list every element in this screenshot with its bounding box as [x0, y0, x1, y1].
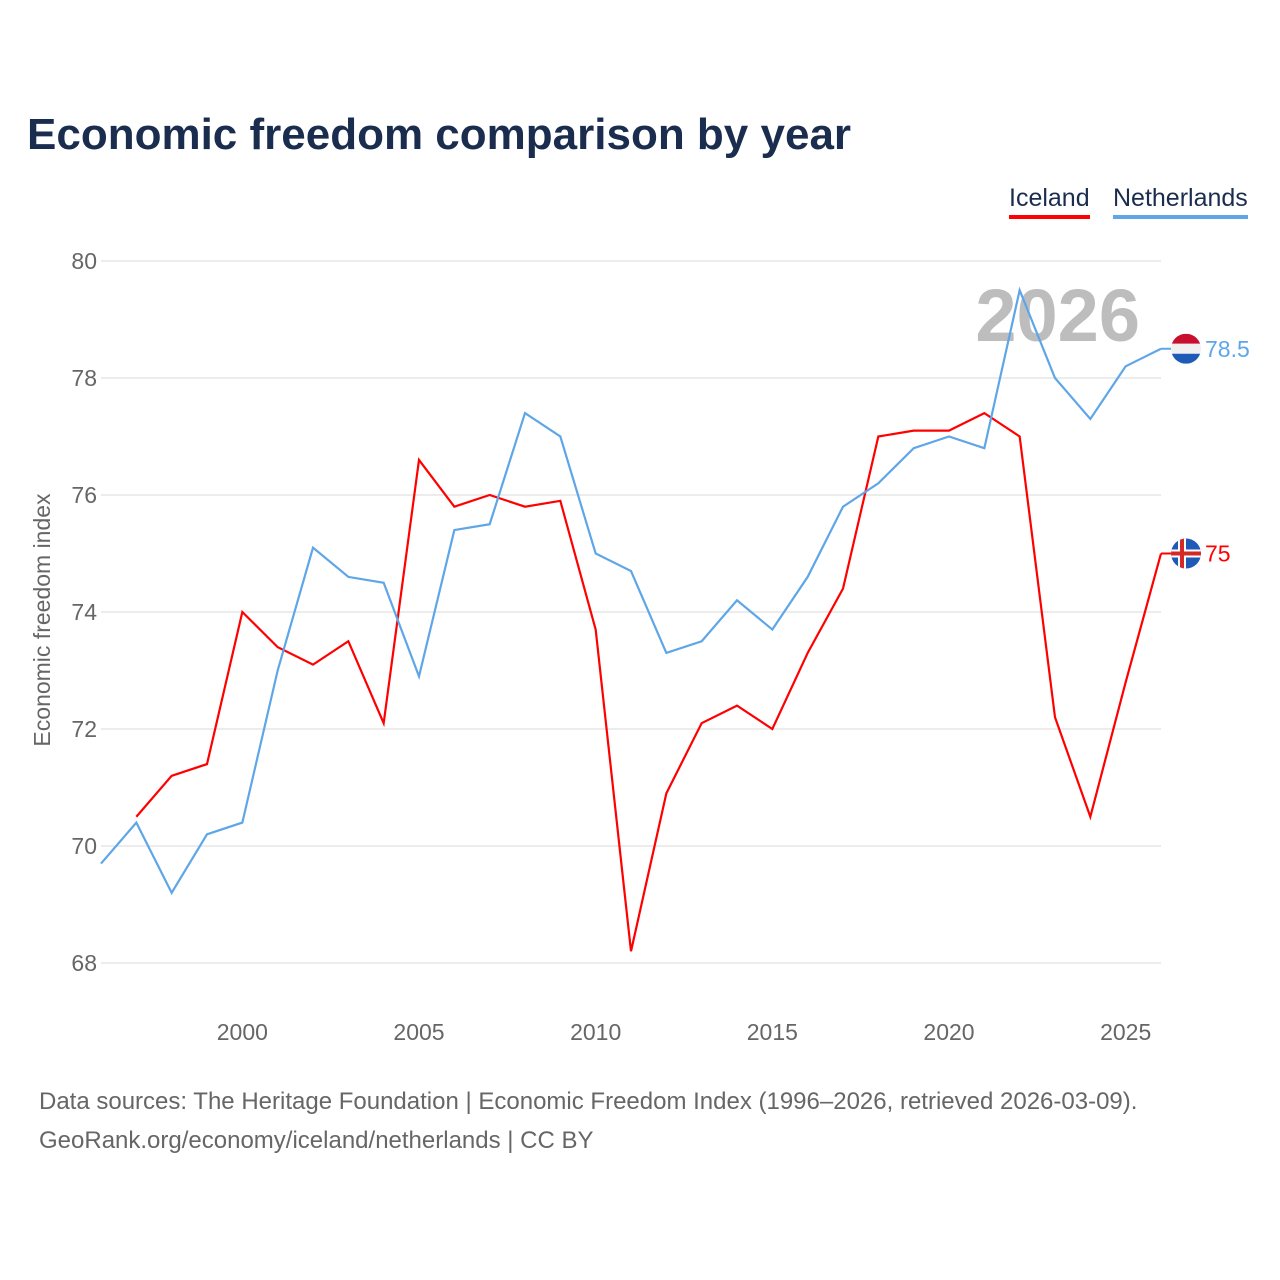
flag-iceland-icon	[1161, 538, 1201, 569]
x-tick-label: 2010	[570, 1019, 621, 1045]
year-watermark: 2026	[975, 274, 1140, 357]
flag-netherlands-icon	[1161, 333, 1201, 364]
end-label-netherlands: 78.5	[1205, 336, 1250, 362]
y-tick-label: 76	[71, 482, 97, 508]
legend-item-iceland[interactable]: Iceland	[1009, 184, 1090, 219]
y-tick-label: 74	[71, 599, 97, 625]
end-label-iceland: 75	[1205, 541, 1231, 567]
legend-item-netherlands[interactable]: Netherlands	[1113, 184, 1248, 219]
x-tick-label: 2015	[747, 1019, 798, 1045]
y-axis-label: Economic freedom index	[29, 493, 55, 747]
y-tick-label: 80	[71, 248, 97, 274]
x-tick-label: 2000	[217, 1019, 268, 1045]
source-note: Data sources: The Heritage Foundation | …	[39, 1088, 1138, 1115]
chart-title: Economic freedom comparison by year	[27, 110, 852, 159]
y-tick-label: 68	[71, 950, 97, 976]
y-tick-label: 78	[71, 365, 97, 391]
y-tick-label: 72	[71, 716, 97, 742]
y-tick-label: 70	[71, 833, 97, 859]
x-tick-label: 2005	[393, 1019, 444, 1045]
series-line-netherlands	[100, 286, 1162, 896]
x-tick-label: 2020	[923, 1019, 974, 1045]
source-link[interactable]: GeoRank.org/economy/iceland/netherlands …	[39, 1127, 594, 1154]
x-tick-label: 2025	[1100, 1019, 1151, 1045]
series-line-iceland	[135, 411, 1163, 952]
